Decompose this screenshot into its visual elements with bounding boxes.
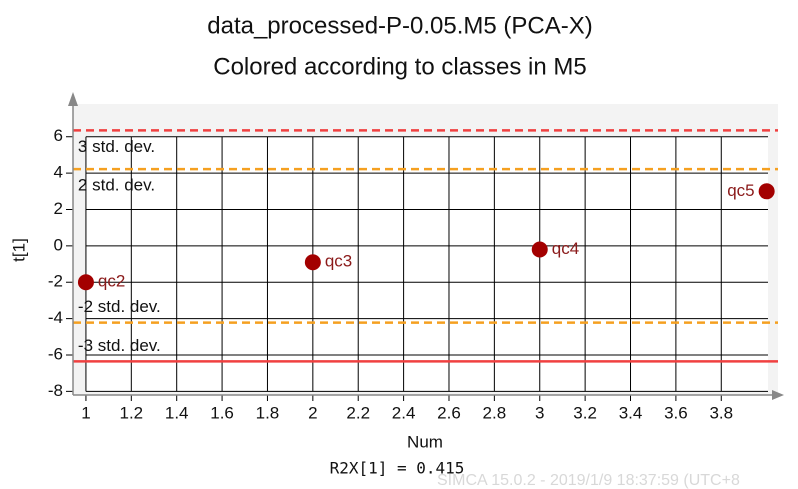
x-tick-label: 1 <box>81 403 90 422</box>
x-tick-label: 1.6 <box>210 403 234 422</box>
point-label: qc2 <box>98 272 125 291</box>
point <box>758 183 775 200</box>
point-label: qc4 <box>552 239 579 258</box>
footer: R2X[1] = 0.415 <box>330 459 465 478</box>
reference-label: -3 std. dev. <box>78 336 161 355</box>
x-tick-label: 2.6 <box>437 403 461 422</box>
x-tick-label: 3 <box>535 403 544 422</box>
x-tick-label: 1.4 <box>165 403 189 422</box>
x-tick-label: 3.6 <box>664 403 688 422</box>
y-axis-label: t[1] <box>9 238 28 262</box>
reference-label: 2 std. dev. <box>78 176 155 195</box>
reference-label: -2 std. dev. <box>78 297 161 316</box>
watermark: SIMCA 15.0.2 - 2019/1/9 18:37:59 (UTC+8 <box>437 472 740 489</box>
reference-label: 3 std. dev. <box>78 137 155 156</box>
y-tick-label: -6 <box>48 344 63 363</box>
point-label: qc3 <box>325 252 352 271</box>
x-tick-label: 1.2 <box>119 403 143 422</box>
point <box>77 274 94 291</box>
y-tick-label: -4 <box>48 308 63 327</box>
y-tick-label: -8 <box>48 381 63 400</box>
y-tick-label: -2 <box>48 272 63 291</box>
x-tick-label: 1.8 <box>256 403 280 422</box>
x-tick-label: 2.8 <box>483 403 507 422</box>
y-tick-label: 6 <box>54 126 63 145</box>
x-tick-label: 3.2 <box>573 403 597 422</box>
grid-area <box>85 136 768 392</box>
x-tick-label: 3.4 <box>619 403 643 422</box>
point <box>531 241 548 258</box>
x-tick-label: 3.8 <box>709 403 733 422</box>
chart-subtitle: Colored according to classes in M5 <box>213 53 587 80</box>
point-label: qc5 <box>727 181 754 200</box>
y-tick-label: 4 <box>54 163 63 182</box>
x-tick-label: 2 <box>308 403 317 422</box>
point <box>304 254 321 271</box>
y-axis-arrow <box>68 92 78 106</box>
chart-title: data_processed-P-0.05.M5 (PCA-X) <box>207 12 593 39</box>
x-tick-label: 2.4 <box>392 403 416 422</box>
x-axis-label: Num <box>407 432 443 451</box>
y-tick-label: 2 <box>54 199 63 218</box>
x-tick-label: 2.2 <box>346 403 370 422</box>
x-axis-arrow <box>772 390 784 400</box>
y-tick-label: 0 <box>54 235 63 254</box>
